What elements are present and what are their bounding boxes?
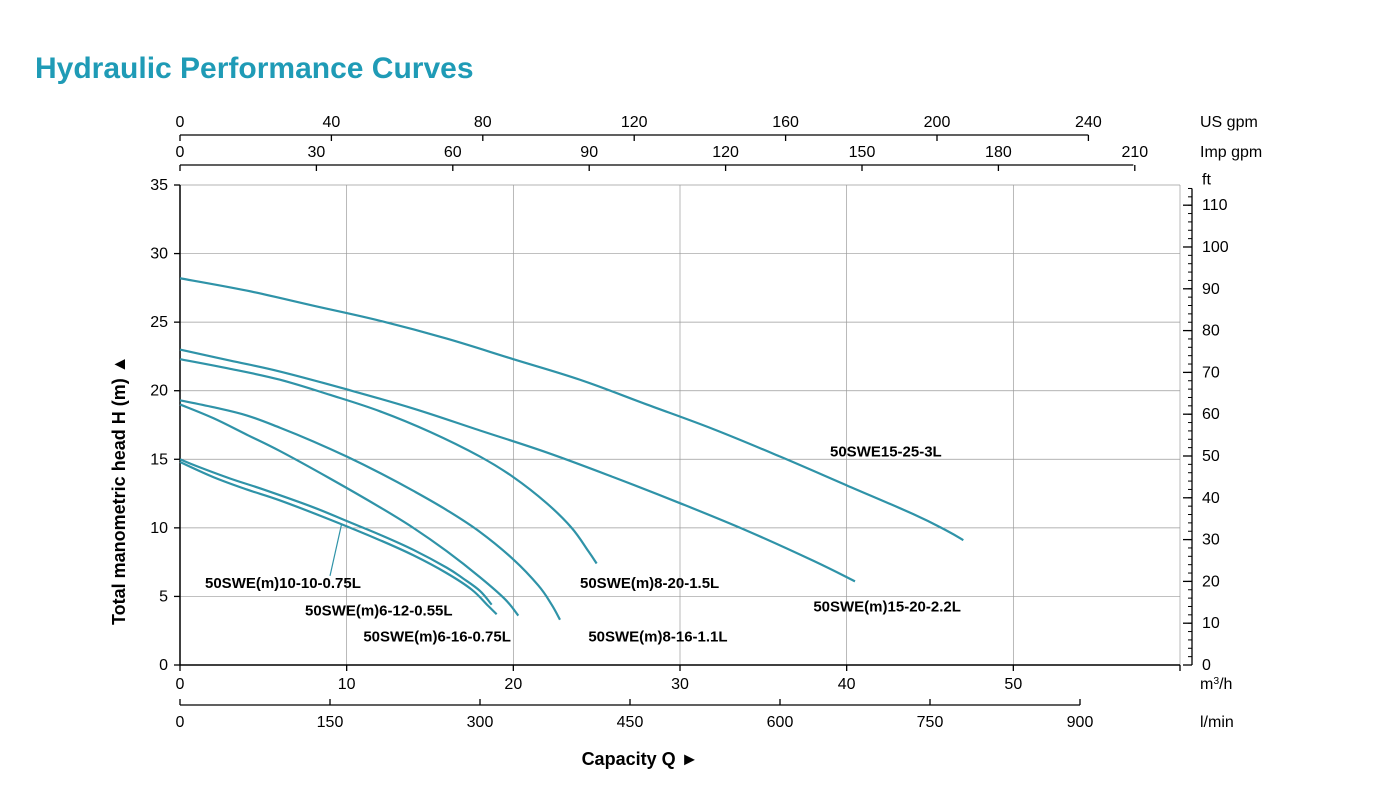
svg-text:60: 60 (444, 144, 462, 161)
svg-text:20: 20 (1202, 573, 1220, 590)
page-title: Hydraulic Performance Curves (35, 52, 474, 86)
svg-text:80: 80 (1202, 323, 1220, 340)
svg-text:30: 30 (1202, 532, 1220, 549)
svg-text:450: 450 (617, 714, 644, 731)
svg-text:40: 40 (1202, 490, 1220, 507)
svg-text:100: 100 (1202, 239, 1229, 256)
svg-text:180: 180 (985, 144, 1012, 161)
svg-text:0: 0 (159, 657, 168, 674)
curve-label: 50SWE(m)15-20-2.2L (813, 599, 961, 616)
svg-text:150: 150 (849, 144, 876, 161)
curve-label: 50SWE(m)8-20-1.5L (580, 575, 719, 592)
svg-text:110: 110 (1202, 197, 1228, 214)
page: Hydraulic Performance Curves 01020304050… (0, 0, 1400, 795)
svg-text:300: 300 (467, 714, 494, 731)
svg-text:0: 0 (176, 714, 185, 731)
svg-text:20: 20 (150, 383, 168, 400)
svg-text:600: 600 (767, 714, 794, 731)
svg-text:5: 5 (159, 588, 168, 605)
svg-text:70: 70 (1202, 364, 1220, 381)
performance-chart: 01020304050m3/h0150300450600750900l/min0… (0, 0, 1400, 795)
svg-text:60: 60 (1202, 406, 1220, 423)
svg-text:80: 80 (474, 114, 492, 131)
curve-label: 50SWE(m)8-16-1.1L (588, 629, 727, 646)
svg-text:0: 0 (176, 144, 185, 161)
svg-text:210: 210 (1121, 144, 1148, 161)
svg-text:US gpm: US gpm (1200, 114, 1258, 131)
svg-text:160: 160 (772, 114, 799, 131)
svg-text:750: 750 (917, 714, 944, 731)
svg-text:0: 0 (1202, 657, 1211, 674)
curve-label: 50SWE(m)10-10-0.75L (205, 575, 361, 592)
svg-text:20: 20 (504, 676, 522, 693)
curve-label: 50SWE(m)6-16-0.75L (363, 629, 511, 646)
svg-text:0: 0 (176, 114, 185, 131)
svg-text:90: 90 (580, 144, 598, 161)
svg-text:50: 50 (1202, 448, 1220, 465)
svg-text:25: 25 (150, 314, 168, 331)
curve-label: 50SWE15-25-3L (830, 444, 942, 461)
svg-text:10: 10 (150, 520, 168, 537)
x-axis-title: Capacity Q ► (582, 749, 699, 769)
y-axis-title: Total manometric head H (m) ▲ (109, 355, 129, 625)
svg-text:240: 240 (1075, 114, 1102, 131)
svg-text:120: 120 (621, 114, 648, 131)
x-unit-m3h: m3/h (1200, 676, 1232, 694)
svg-text:900: 900 (1067, 714, 1094, 731)
svg-text:40: 40 (323, 114, 341, 131)
svg-text:15: 15 (150, 451, 168, 468)
svg-text:0: 0 (176, 676, 185, 693)
svg-text:35: 35 (150, 177, 168, 194)
svg-text:l/min: l/min (1200, 714, 1234, 731)
svg-text:30: 30 (308, 144, 326, 161)
svg-text:90: 90 (1202, 281, 1220, 298)
svg-text:50: 50 (1004, 676, 1022, 693)
svg-text:10: 10 (1202, 615, 1220, 632)
svg-text:10: 10 (338, 676, 356, 693)
svg-text:Imp gpm: Imp gpm (1200, 144, 1262, 161)
svg-text:150: 150 (317, 714, 344, 731)
curve-label: 50SWE(m)6-12-0.55L (305, 603, 453, 620)
svg-text:30: 30 (671, 676, 689, 693)
svg-text:200: 200 (924, 114, 951, 131)
svg-text:30: 30 (150, 246, 168, 263)
svg-text:ft: ft (1202, 171, 1211, 188)
svg-text:120: 120 (712, 144, 739, 161)
svg-text:40: 40 (838, 676, 856, 693)
